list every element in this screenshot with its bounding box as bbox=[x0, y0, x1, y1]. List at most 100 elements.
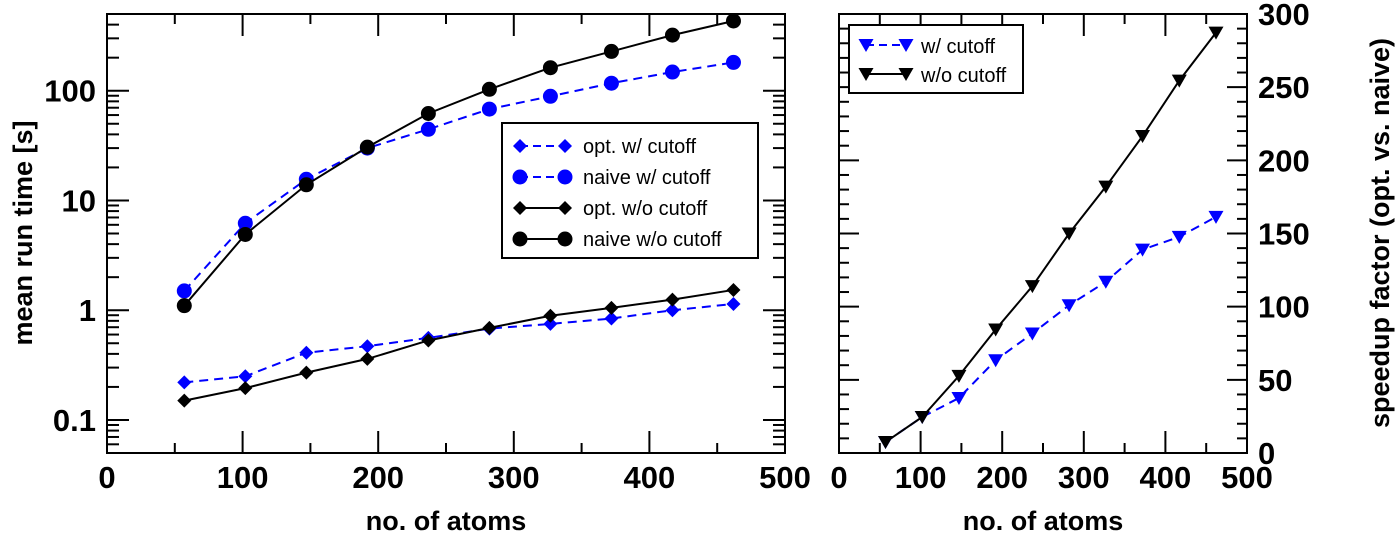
data-point bbox=[988, 323, 1004, 337]
data-point bbox=[664, 64, 680, 80]
x-tick-label: 200 bbox=[352, 460, 404, 495]
series-line-1 bbox=[183, 61, 734, 292]
data-point bbox=[1024, 280, 1040, 294]
x-tick-label: 0 bbox=[830, 460, 847, 495]
y-tick-label: 150 bbox=[1258, 217, 1310, 252]
data-point bbox=[1024, 327, 1040, 341]
data-point bbox=[914, 411, 930, 425]
y-tick-label: 200 bbox=[1258, 143, 1310, 178]
legend: opt. w/ cutoff naive w/ cutoff opt. w/o cu… bbox=[501, 122, 759, 259]
data-point bbox=[1098, 275, 1114, 289]
data-point bbox=[726, 282, 741, 297]
data-point bbox=[665, 303, 680, 318]
y-tick-label: 0.1 bbox=[53, 403, 96, 438]
data-point bbox=[604, 300, 619, 315]
legend-label: opt. w/o cutoff bbox=[583, 198, 708, 220]
legend-marker bbox=[513, 139, 527, 153]
legend-marker bbox=[898, 39, 914, 52]
data-point bbox=[603, 75, 619, 91]
legend-marker bbox=[898, 68, 914, 81]
y-tick-label: 300 bbox=[1258, 0, 1310, 32]
y-tick-label: 1 bbox=[79, 293, 96, 328]
data-point bbox=[1061, 299, 1077, 313]
data-point bbox=[177, 375, 192, 390]
legend-marker bbox=[557, 169, 573, 185]
data-point bbox=[1171, 74, 1187, 88]
data-point bbox=[542, 60, 558, 76]
data-point bbox=[481, 81, 497, 97]
data-point bbox=[878, 436, 894, 450]
x-tick-label: 500 bbox=[759, 460, 811, 495]
data-point bbox=[542, 88, 558, 104]
legend-box bbox=[848, 24, 1024, 94]
legend-marker bbox=[858, 39, 874, 52]
legend-label: opt. w/ cutoff bbox=[583, 136, 696, 158]
legend-marker bbox=[558, 139, 572, 153]
data-point bbox=[298, 177, 314, 193]
data-point bbox=[1135, 243, 1151, 257]
data-point bbox=[1061, 227, 1077, 241]
series-line-1 bbox=[884, 31, 1217, 443]
data-point bbox=[543, 308, 558, 323]
x-tick-label: 200 bbox=[976, 460, 1028, 495]
data-point bbox=[237, 226, 253, 242]
x-tick-label: 300 bbox=[488, 460, 540, 495]
data-point bbox=[543, 316, 558, 331]
data-point bbox=[176, 298, 192, 314]
data-point bbox=[951, 391, 967, 405]
data-point bbox=[482, 320, 497, 335]
data-point bbox=[420, 105, 436, 121]
legend-marker bbox=[558, 201, 572, 215]
data-point bbox=[237, 215, 253, 231]
legend-marker bbox=[557, 231, 573, 247]
data-point bbox=[360, 339, 375, 354]
data-point bbox=[238, 381, 253, 396]
data-point bbox=[725, 54, 741, 70]
left-x-axis-title: no. of atoms bbox=[366, 506, 527, 536]
y-tick-label: 50 bbox=[1258, 363, 1292, 398]
data-point bbox=[665, 292, 680, 307]
legend: w/ cutoff w/o cutoff bbox=[848, 24, 1024, 94]
data-point bbox=[238, 369, 253, 384]
data-point bbox=[176, 283, 192, 299]
legend-label: naive w/o cutoff bbox=[583, 229, 722, 251]
data-point bbox=[299, 365, 314, 380]
data-point bbox=[421, 333, 436, 348]
data-point bbox=[1208, 210, 1224, 224]
series-line-0 bbox=[884, 215, 1217, 443]
y-tick-label: 0 bbox=[1258, 436, 1275, 471]
x-tick-label: 400 bbox=[1140, 460, 1192, 495]
data-point bbox=[951, 369, 967, 383]
data-point bbox=[359, 139, 375, 155]
left-y-axis-title: mean run time [s] bbox=[8, 120, 38, 345]
x-tick-label: 100 bbox=[895, 460, 947, 495]
runtime-chart: 0 100 200 300 400 500 0.1 1 10 100 opt. w/ cutoff n… bbox=[44, 13, 811, 495]
data-point bbox=[360, 351, 375, 366]
data-point bbox=[664, 27, 680, 43]
y-tick-label: 250 bbox=[1258, 70, 1310, 105]
y-tick-label: 100 bbox=[1258, 290, 1310, 325]
x-tick-label: 500 bbox=[1221, 460, 1273, 495]
series-line-2 bbox=[184, 288, 734, 402]
data-point bbox=[603, 43, 619, 59]
y-tick-label: 100 bbox=[44, 74, 96, 109]
legend-marker bbox=[512, 169, 528, 185]
x-tick-label: 400 bbox=[624, 460, 676, 495]
legend-label: w/ cutoff bbox=[920, 36, 996, 58]
data-point bbox=[177, 393, 192, 408]
series-line-3 bbox=[183, 19, 734, 307]
data-point bbox=[988, 354, 1004, 368]
legend-marker bbox=[512, 231, 528, 247]
data-point bbox=[481, 101, 497, 117]
legend-marker bbox=[513, 201, 527, 215]
data-point bbox=[1098, 180, 1114, 194]
series-line-0 bbox=[184, 302, 734, 384]
legend-label: w/o cutoff bbox=[920, 65, 1007, 87]
x-tick-label: 300 bbox=[1058, 460, 1110, 495]
data-point bbox=[1208, 26, 1224, 40]
x-tick-label: 100 bbox=[217, 460, 269, 495]
right-x-axis-title: no. of atoms bbox=[963, 506, 1124, 536]
data-point bbox=[1135, 130, 1151, 144]
